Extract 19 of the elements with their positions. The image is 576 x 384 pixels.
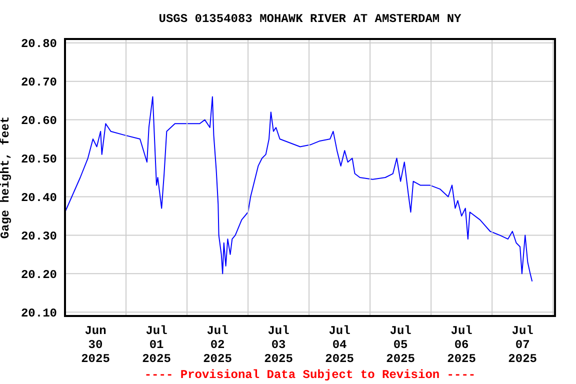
x-tick-label: Jul 07 2025: [508, 324, 537, 366]
chart-title: USGS 01354083 MOHAWK RIVER AT AMSTERDAM NY: [158, 12, 462, 26]
x-tick-label: Jun 30 2025: [81, 324, 110, 366]
x-tick-label: Jul 06 2025: [447, 324, 476, 366]
y-tick-label: 20.60: [20, 114, 57, 128]
x-tick-label: Jul 02 2025: [203, 324, 232, 366]
y-tick-label: 20.80: [20, 37, 57, 52]
text: ---- Provisional Data Subject to Revision ----: [143, 368, 477, 382]
x-tick-label: Jul 03 2025: [264, 324, 293, 366]
y-tick-label: 20.20: [20, 268, 57, 282]
y-tick-label: 20.10: [20, 306, 57, 320]
y-tick-label: 20.50: [20, 152, 57, 167]
x-tick-label: Jul 04 2025: [325, 324, 354, 366]
y-tick-label: 20.70: [20, 76, 57, 90]
y-tick-label: 20.40: [20, 190, 57, 205]
x-tick-label: Jul 05 2025: [386, 324, 415, 366]
y-tick-label: 20.30: [20, 229, 57, 244]
x-tick-label: Jul 01 2025: [142, 324, 171, 366]
line-series: [65, 96, 533, 282]
